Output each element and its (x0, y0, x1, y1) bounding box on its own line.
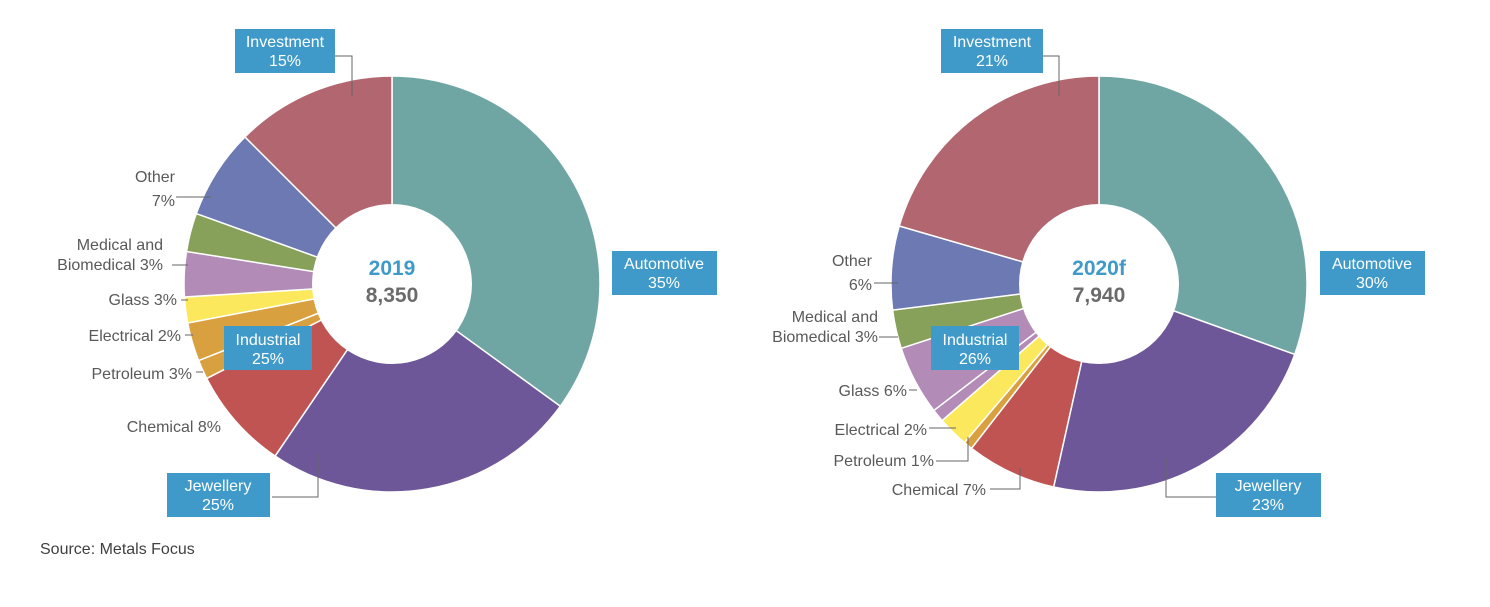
label-pct: 35% (648, 275, 680, 292)
label-pct: 23% (1252, 497, 1284, 514)
label-pct: 26% (959, 351, 991, 368)
label-industrial-2020f: Industrial 26% (931, 326, 1019, 370)
label-electrical-2020f: Electrical 2% (835, 422, 927, 439)
label-other-name-2020f: Other (832, 253, 873, 270)
label-pct: 21% (976, 53, 1008, 70)
label-glass-2019: Glass 3% (109, 292, 177, 309)
label-name: Industrial (236, 332, 301, 349)
label-investment-2019: Investment 15% (235, 29, 335, 73)
label-name: Jewellery (185, 478, 252, 495)
label-medical-line2-2020f: Biomedical 3% (772, 329, 878, 346)
label-pct: 25% (202, 497, 234, 514)
label-name: Automotive (1332, 256, 1412, 273)
label-medical-line1-2019: Medical and (77, 237, 163, 254)
source-note: Source: Metals Focus (40, 541, 195, 558)
label-name: Investment (246, 34, 325, 51)
donut-hole-2020f (1019, 204, 1179, 364)
label-chemical-2019: Chemical 8% (127, 419, 221, 436)
slice-automotive (391, 75, 601, 408)
label-name: Automotive (624, 256, 704, 273)
center-year-2019: 2019 (369, 257, 416, 280)
label-investment-2020f: Investment 21% (941, 29, 1043, 73)
label-name: Jewellery (1235, 478, 1302, 495)
label-other-pct-2020f: 6% (849, 277, 872, 294)
label-glass-2020f: Glass 6% (839, 383, 907, 400)
donut-chart-2019: 2019 8,350 Investment 15% Automotive 35%… (57, 29, 717, 517)
center-total-2020f: 7,940 (1073, 284, 1126, 307)
label-petroleum-2019: Petroleum 3% (92, 366, 193, 383)
label-other-pct-2019: 7% (152, 193, 175, 210)
label-petroleum-2020f: Petroleum 1% (834, 453, 935, 470)
donut-hole-2019 (312, 204, 472, 364)
label-other-name-2019: Other (135, 169, 176, 186)
donut-chart-2020f: 2020f 7,940 Investment 21% Automotive 30… (772, 29, 1425, 517)
label-electrical-2019: Electrical 2% (89, 328, 181, 345)
label-name: Investment (953, 34, 1032, 51)
center-year-2020f: 2020f (1072, 257, 1127, 280)
label-jewellery-2019: Jewellery 25% (167, 473, 270, 517)
label-pct: 30% (1356, 275, 1388, 292)
label-automotive-2019: Automotive 35% (612, 251, 717, 295)
label-industrial-2019: Industrial 25% (224, 326, 312, 370)
label-medical-line1-2020f: Medical and (792, 309, 878, 326)
slice-jewellery (274, 282, 562, 493)
center-total-2019: 8,350 (366, 284, 419, 307)
label-automotive-2020f: Automotive 30% (1320, 251, 1425, 295)
label-pct: 25% (252, 351, 284, 368)
label-pct: 15% (269, 53, 301, 70)
label-medical-line2-2019: Biomedical 3% (57, 257, 163, 274)
leader-lines-2019 (172, 55, 353, 498)
label-chemical-2020f: Chemical 7% (892, 482, 986, 499)
label-name: Industrial (943, 332, 1008, 349)
leader-lines-2020f (874, 55, 1216, 498)
label-jewellery-2020f: Jewellery 23% (1216, 473, 1321, 517)
